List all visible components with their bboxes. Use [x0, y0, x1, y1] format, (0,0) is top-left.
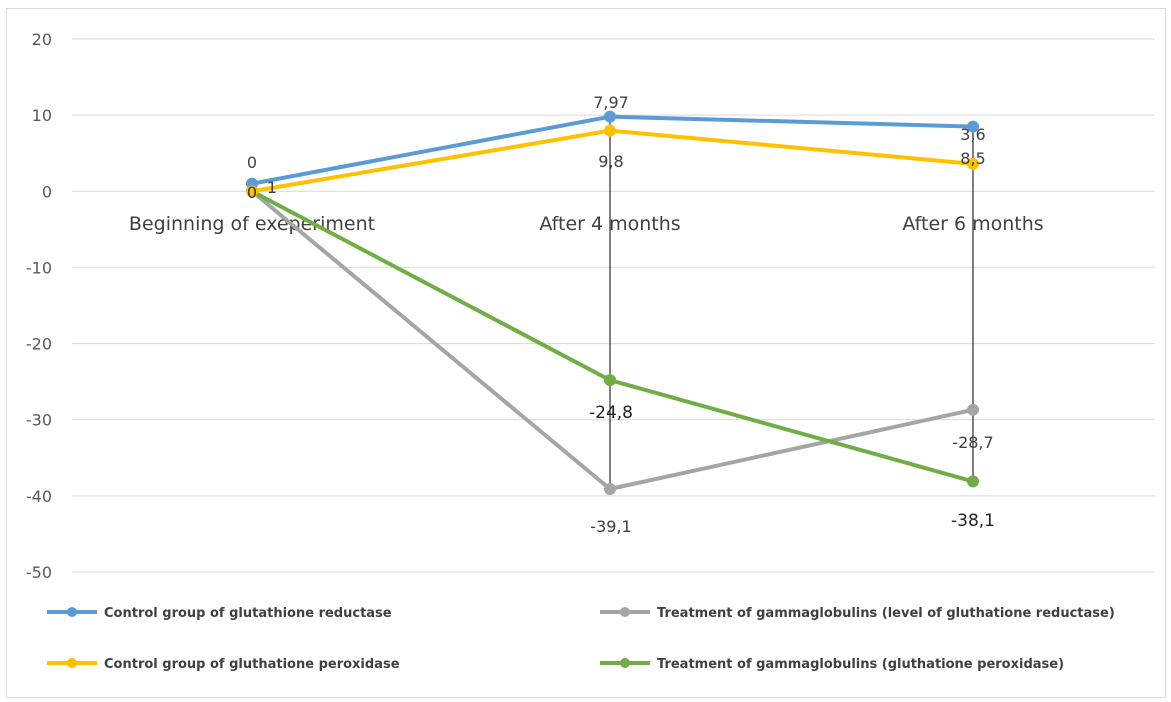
y-tick-label: -40 — [26, 487, 52, 506]
data-label: 8,5 — [960, 149, 985, 168]
data-point — [967, 475, 979, 488]
y-tick-label: -20 — [26, 335, 52, 354]
legend-entry: Treatment of gammaglobulins (gluthatione… — [657, 657, 1064, 672]
category-label: Beginning of exeperiment — [129, 213, 375, 235]
legend-swatch-point — [620, 607, 630, 617]
y-tick-label: -10 — [26, 258, 52, 277]
data-label: -38,1 — [951, 511, 995, 531]
gridlines — [72, 38, 1155, 573]
data-label: 0 — [247, 183, 257, 202]
y-tick-label: 20 — [32, 30, 52, 49]
data-label: -39,1 — [590, 517, 631, 536]
series-points — [246, 110, 979, 496]
data-point — [604, 483, 616, 496]
category-label: After 6 months — [902, 213, 1043, 235]
legend-swatch-point — [67, 607, 77, 617]
y-tick-label: -30 — [26, 411, 52, 430]
legend: Control group of glutathione reductase Tr… — [47, 606, 1115, 672]
category-labels: Beginning of exeperiment After 4 months Af… — [129, 213, 1044, 235]
data-label: 0 — [247, 153, 257, 172]
data-point — [967, 403, 979, 416]
data-label: -24,8 — [589, 403, 633, 423]
drop-lines — [609, 116, 974, 490]
data-label: 9,8 — [598, 152, 623, 171]
data-point — [604, 374, 616, 387]
data-label: -28,7 — [952, 433, 993, 452]
y-axis-ticks: 20 10 0 -10 -20 -30 -40 -50 — [26, 30, 52, 582]
data-label: 1 — [267, 178, 277, 197]
data-label: 7,97 — [593, 93, 629, 112]
series-lines — [250, 114, 974, 492]
chart-frame — [6, 8, 1166, 698]
y-tick-label: 10 — [32, 106, 52, 125]
legend-entry: Treatment of gammaglobulins (level of gl… — [657, 606, 1115, 621]
data-point — [967, 120, 979, 133]
legend-entry: Control group of gluthatione peroxidase — [104, 657, 400, 672]
legend-swatch-point — [620, 658, 630, 668]
data-point — [604, 110, 616, 123]
y-tick-label: 0 — [42, 182, 52, 201]
legend-entry: Control group of glutathione reductase — [104, 606, 392, 621]
series-line — [250, 189, 974, 492]
y-tick-label: -50 — [26, 563, 52, 582]
data-labels: 19,8 8,50-39,1-28,707,973,60-24,8-38,1 — [247, 93, 995, 536]
data-point — [604, 124, 616, 137]
data-point — [246, 185, 258, 198]
legend-swatch-point — [67, 658, 77, 668]
category-label: After 4 months — [539, 213, 680, 235]
data-point — [967, 157, 979, 170]
data-label: 0 — [247, 183, 257, 202]
data-label: 3,6 — [960, 125, 985, 144]
